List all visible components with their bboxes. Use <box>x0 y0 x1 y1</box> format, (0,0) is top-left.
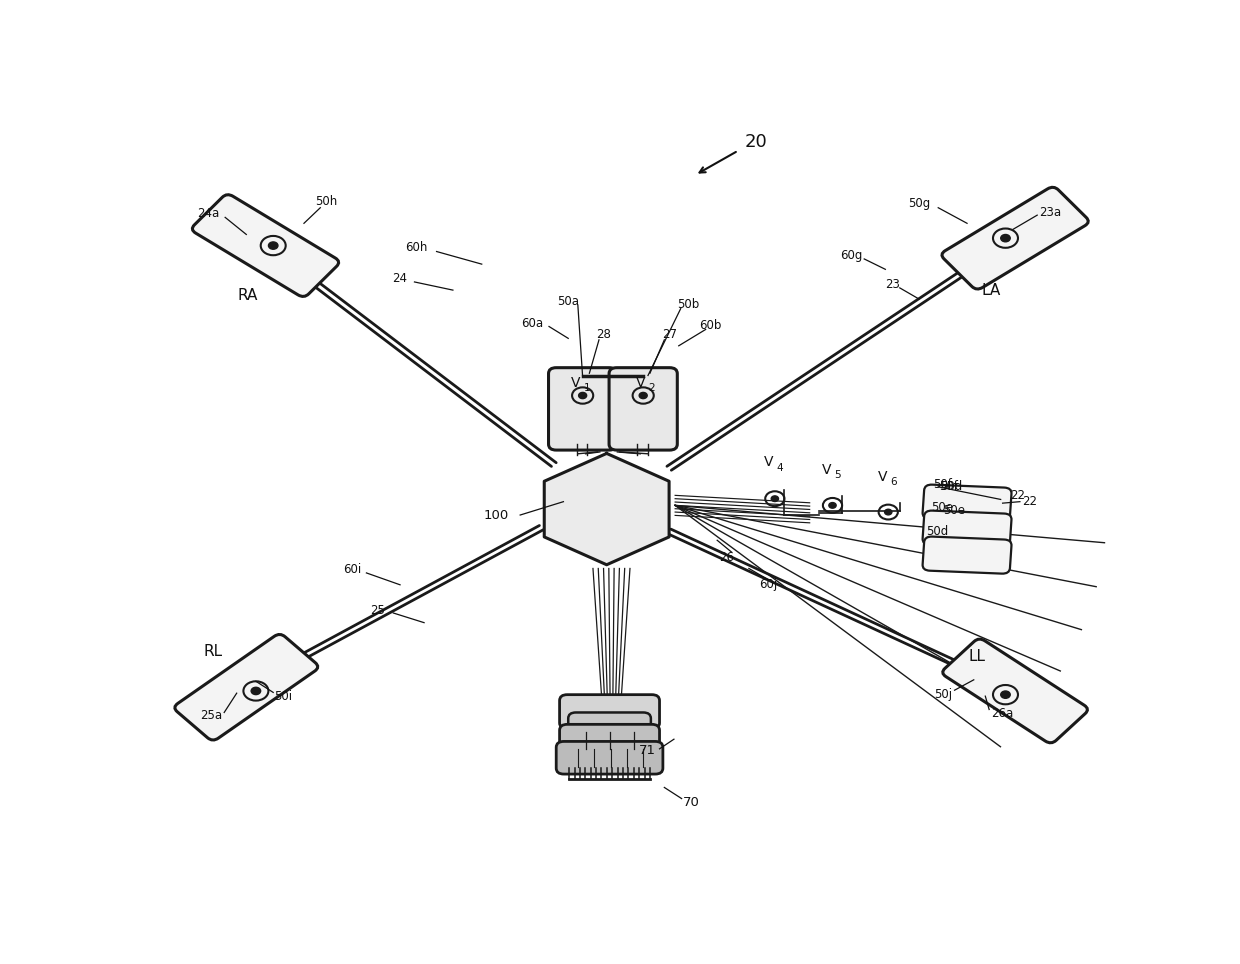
FancyBboxPatch shape <box>942 639 1087 743</box>
Circle shape <box>884 509 892 515</box>
Text: 50d: 50d <box>940 480 962 494</box>
Circle shape <box>252 687 260 695</box>
Text: 24a: 24a <box>197 207 219 220</box>
Text: 71: 71 <box>639 744 656 757</box>
Text: 70: 70 <box>683 796 699 809</box>
FancyBboxPatch shape <box>548 367 616 450</box>
FancyBboxPatch shape <box>559 724 660 757</box>
Text: LL: LL <box>968 649 985 663</box>
Polygon shape <box>544 453 670 565</box>
Text: 50j: 50j <box>934 688 952 701</box>
Text: LA: LA <box>981 282 1001 298</box>
FancyBboxPatch shape <box>192 195 339 297</box>
Text: 20: 20 <box>744 133 768 150</box>
FancyBboxPatch shape <box>923 511 1012 548</box>
Text: RA: RA <box>237 288 258 303</box>
FancyBboxPatch shape <box>923 537 1012 574</box>
Text: 60g: 60g <box>841 249 863 262</box>
FancyBboxPatch shape <box>942 187 1089 289</box>
Text: 50f: 50f <box>934 478 952 491</box>
Circle shape <box>1001 234 1011 242</box>
Text: 50d: 50d <box>926 524 947 538</box>
Text: 23: 23 <box>885 278 900 291</box>
Text: 50e: 50e <box>942 504 965 517</box>
FancyBboxPatch shape <box>559 695 660 729</box>
Text: 60j: 60j <box>759 578 777 591</box>
Text: 60h: 60h <box>405 241 428 254</box>
Circle shape <box>268 242 278 250</box>
Text: 24: 24 <box>393 273 408 285</box>
Text: 50b: 50b <box>677 299 699 311</box>
Text: 23a: 23a <box>1039 205 1061 219</box>
Text: 25: 25 <box>371 604 386 617</box>
Text: 4: 4 <box>776 463 784 472</box>
Circle shape <box>771 495 779 501</box>
Text: 22: 22 <box>1022 495 1037 508</box>
Text: V: V <box>572 376 580 389</box>
Text: 50f: 50f <box>939 480 959 494</box>
FancyBboxPatch shape <box>175 634 317 740</box>
Text: 5: 5 <box>835 469 841 480</box>
Text: 50e: 50e <box>931 501 954 514</box>
FancyBboxPatch shape <box>609 367 677 450</box>
Circle shape <box>579 392 587 399</box>
FancyBboxPatch shape <box>568 712 651 739</box>
Text: 6: 6 <box>890 477 897 488</box>
Text: 26: 26 <box>719 550 734 564</box>
Text: 60i: 60i <box>343 563 361 576</box>
Text: RL: RL <box>203 644 222 659</box>
Text: 26a: 26a <box>991 707 1013 720</box>
Text: V: V <box>764 455 774 469</box>
Text: 50h: 50h <box>315 196 337 208</box>
Text: 60a: 60a <box>522 317 543 330</box>
FancyBboxPatch shape <box>557 741 663 774</box>
FancyBboxPatch shape <box>923 485 1012 522</box>
Text: 50i: 50i <box>274 689 291 703</box>
Text: 100: 100 <box>484 509 508 522</box>
Text: V: V <box>636 376 645 389</box>
Circle shape <box>639 392 647 399</box>
Text: 50a: 50a <box>557 295 579 308</box>
Text: 28: 28 <box>596 328 611 341</box>
Text: 50g: 50g <box>908 197 930 210</box>
Text: 2: 2 <box>649 383 655 393</box>
Text: V: V <box>878 470 888 484</box>
Text: 60b: 60b <box>699 318 722 332</box>
Circle shape <box>828 502 836 508</box>
Text: 25a: 25a <box>200 709 222 722</box>
Text: 1: 1 <box>584 383 590 393</box>
Text: V: V <box>822 463 832 477</box>
Circle shape <box>1001 691 1011 698</box>
Text: 22: 22 <box>1011 489 1025 502</box>
Text: 27: 27 <box>662 328 677 341</box>
